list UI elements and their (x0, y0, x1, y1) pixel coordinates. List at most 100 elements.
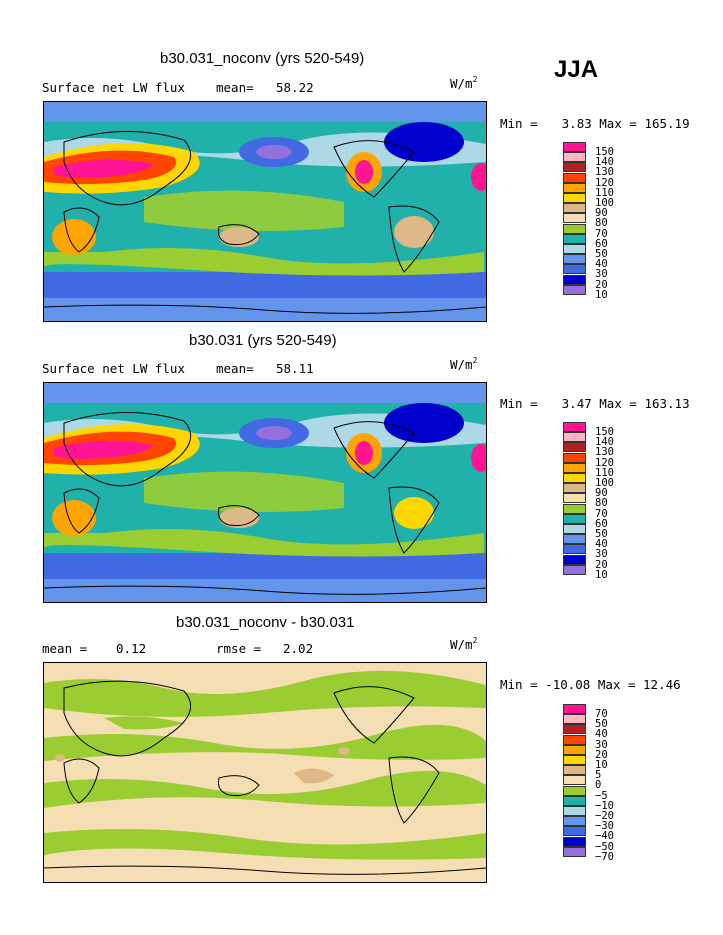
panel3-min-label: Min = (500, 677, 538, 692)
panel2-legend-label: 120 (595, 456, 614, 469)
panel3-legend-swatch (563, 816, 586, 827)
panel1-max-value: 165.19 (644, 116, 690, 131)
panel3-legend-label: −30 (595, 820, 614, 833)
panel1-legend-label: 40 (595, 258, 608, 271)
panel2-legend-swatch (563, 544, 586, 555)
panel3-legend-swatch (563, 704, 586, 714)
panel2-map (43, 382, 487, 603)
panel3-legend-label: 40 (595, 728, 608, 741)
panel3-legend-swatch (563, 714, 586, 725)
panel2-legend-swatch (563, 564, 586, 575)
panel1-min-value: 3.83 (561, 116, 592, 131)
panel1-legend-label: 60 (595, 237, 608, 250)
panel2-legend-swatch (563, 422, 586, 432)
panel3-legend-swatch (563, 755, 586, 765)
panel3-legend-swatch (563, 846, 586, 857)
panel3-legend-swatch (563, 724, 586, 735)
panel1-legend-label: 120 (595, 176, 614, 189)
panel2-legend-label: 130 (595, 446, 614, 459)
panel2-legend-label: 40 (595, 538, 608, 551)
panel2-unit: W/m2 (450, 356, 478, 373)
panel1-legend-swatch (563, 193, 586, 203)
panel3-max-value: 12.46 (643, 677, 681, 692)
panel3-legend-label: −70 (595, 850, 614, 863)
panel1-title: b30.031_noconv (yrs 520-549) (160, 50, 365, 67)
panel3-legend-label: 30 (595, 738, 608, 751)
panel3-legend-swatch (563, 806, 586, 816)
panel2-legend-label: 10 (595, 568, 608, 581)
panel2-legend-label: 100 (595, 477, 614, 489)
panel3-map (43, 662, 487, 883)
panel1-legend-label: 130 (595, 166, 614, 179)
panel2-min-label: Min = (500, 396, 538, 411)
panel3-legend-label: 10 (595, 759, 608, 771)
panel1-legend-swatch (563, 264, 586, 275)
panel2-legend-swatch (563, 483, 586, 494)
panel1-legend-swatch (563, 233, 586, 244)
panel1-legend-label: 150 (595, 146, 614, 158)
panel3-legend-label: −50 (595, 840, 614, 853)
panel2-legend-swatch (563, 503, 586, 514)
panel1-legend-swatch (563, 142, 586, 152)
panel1-map (43, 101, 487, 322)
panel3-unit: W/m2 (450, 636, 478, 653)
panel1-legend-label: 110 (595, 186, 614, 199)
panel3-legend-swatch (563, 795, 586, 806)
panel2-variable-label: Surface net LW flux (42, 361, 185, 376)
panel3-legend-label: 5 (595, 769, 602, 782)
panel1-legend-label: 100 (595, 197, 614, 209)
panel2-mean-label: mean= (216, 361, 254, 376)
panel3-legend-swatch (563, 765, 586, 776)
panel1-legend-swatch (563, 284, 586, 295)
panel3-legend-label: −10 (595, 799, 614, 812)
panel3-legend-swatch (563, 775, 586, 786)
panel1-legend-label: 10 (595, 288, 608, 301)
panel2-max-value: 163.13 (644, 396, 690, 411)
panel3-legend-swatch (563, 826, 586, 837)
panel2-legend-swatch (563, 534, 586, 545)
panel2-legend-swatch (563, 524, 586, 534)
panel1-legend-label: 140 (595, 156, 614, 169)
panel3-legend-swatch (563, 734, 586, 745)
panel2-legend-label: 90 (595, 487, 608, 500)
panel3-legend-swatch (563, 785, 586, 796)
panel1-min-label: Min = (500, 116, 538, 131)
panel1-variable-label: Surface net LW flux (42, 80, 185, 95)
panel2-legend-label: 140 (595, 436, 614, 449)
panel1-legend-label: 30 (595, 268, 608, 281)
panel2-legend-label: 20 (595, 558, 608, 571)
panel1-legend-swatch (563, 172, 586, 183)
panel3-legend-label: 0 (595, 779, 602, 792)
panel1-legend-swatch (563, 254, 586, 265)
panel2-legend-swatch (563, 432, 586, 443)
panel2-legend-label: 30 (595, 548, 608, 561)
panel1-legend-swatch (563, 213, 586, 224)
panel2-legend-label: 50 (595, 528, 608, 540)
panel2-legend-swatch (563, 493, 586, 504)
panel1-legend-label: 20 (595, 278, 608, 291)
panel1-mean-value: 58.22 (276, 80, 314, 95)
panel3-legend-label: 20 (595, 748, 608, 761)
panel1-mean-label: mean= (216, 80, 254, 95)
panel3-title: b30.031_noconv - b30.031 (176, 614, 355, 631)
panel2-legend-label: 80 (595, 497, 608, 510)
panel3-rmse-label: rmse = (216, 641, 262, 656)
panel1-legend-swatch (563, 162, 586, 173)
panel2-legend-label: 110 (595, 466, 614, 479)
season-label: JJA (554, 56, 599, 83)
panel3-legend-label: 50 (595, 718, 608, 731)
panel2-mean-value: 58.11 (276, 361, 314, 376)
panel1-legend-label: 90 (595, 207, 608, 220)
panel1-max-label: Max = (599, 116, 637, 131)
panel3-legend-label: −5 (595, 789, 608, 802)
panel1-minmax: Min = 3.83 Max = 165.19 (500, 116, 690, 131)
panel3-max-label: Max = (597, 677, 636, 692)
panel3-mean-value: 0.12 (116, 641, 147, 656)
panel1-legend-label: 70 (595, 227, 608, 240)
panel1-legend-label: 80 (595, 217, 608, 230)
panel2-legend-swatch (563, 442, 586, 453)
panel3-legend-label: −20 (595, 810, 614, 822)
panel1-legend-swatch (563, 223, 586, 234)
panel3-mean-label: mean = (42, 641, 88, 656)
panel2-legend-label: 70 (595, 507, 608, 520)
